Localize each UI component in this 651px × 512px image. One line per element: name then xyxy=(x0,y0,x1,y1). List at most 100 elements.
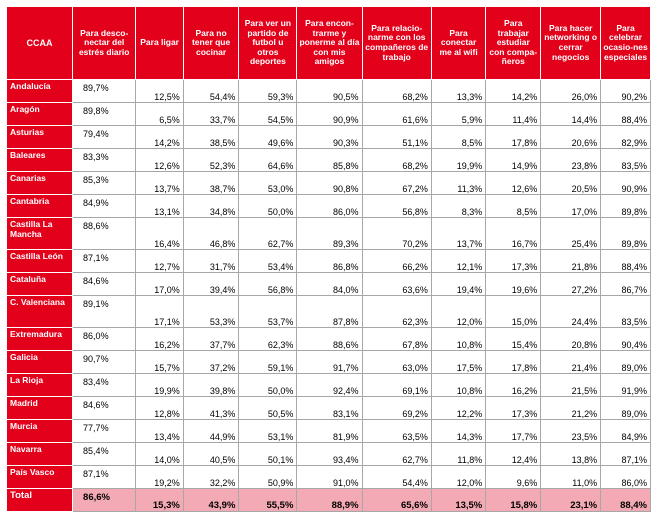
value-cell: 89,8% xyxy=(600,194,651,218)
column-header: Para encon-trarme y ponerme al día con m… xyxy=(296,6,363,80)
region-label: Extremadura xyxy=(5,327,74,351)
column-header: Para trabajar estudiar con compa-ñeros xyxy=(485,6,542,80)
value-cell: 17,3% xyxy=(485,396,542,420)
value-cell: 12,8% xyxy=(135,396,184,420)
value-cell: 83,1% xyxy=(296,396,363,420)
value-cell: 65,6% xyxy=(361,488,432,512)
value-cell: 15,8% xyxy=(485,488,542,512)
value-cell: 37,7% xyxy=(182,327,240,351)
column-header: Para hacer networking o cerrar negocios xyxy=(540,6,602,80)
value-cell: 34,8% xyxy=(182,194,240,218)
value-cell: 15,4% xyxy=(485,327,542,351)
value-cell: 43,9% xyxy=(182,488,240,512)
value-cell: 20,8% xyxy=(540,327,602,351)
value-cell: 19,6% xyxy=(485,272,542,296)
value-cell: 20,6% xyxy=(540,125,602,149)
value-cell: 63,0% xyxy=(361,350,432,374)
value-cell: 5,9% xyxy=(430,102,487,126)
value-cell: 13,7% xyxy=(430,217,487,250)
value-cell: 79,4% xyxy=(72,125,137,149)
value-cell: 67,8% xyxy=(361,327,432,351)
value-cell: 85,8% xyxy=(296,148,363,172)
value-cell: 62,3% xyxy=(238,327,298,351)
value-cell: 21,5% xyxy=(540,373,602,397)
region-label: Total xyxy=(5,488,74,512)
value-cell: 85,3% xyxy=(72,171,137,195)
region-label: Castilla León xyxy=(5,249,74,273)
value-cell: 92,4% xyxy=(296,373,363,397)
table-row: Cantabria 84,9% 13,1% 34,8% 50,0% 86,0% 56,8% 8… xyxy=(5,194,651,218)
value-cell: 91,0% xyxy=(296,465,363,489)
value-cell: 49,6% xyxy=(238,125,298,149)
region-label: Aragón xyxy=(5,102,74,126)
value-cell: 21,2% xyxy=(540,396,602,420)
value-cell: 90,8% xyxy=(296,171,363,195)
value-cell: 40,5% xyxy=(182,442,240,466)
value-cell: 13,1% xyxy=(135,194,184,218)
region-label: Castilla La Mancha xyxy=(5,217,74,250)
value-cell: 90,5% xyxy=(296,79,363,103)
value-cell: 14,9% xyxy=(485,148,542,172)
survey-table: CCAA Para desco-nectar del estrés diario… xyxy=(5,6,651,512)
value-cell: 8,5% xyxy=(430,125,487,149)
value-cell: 16,7% xyxy=(485,217,542,250)
value-cell: 87,1% xyxy=(72,465,137,489)
table-row: Andalucía 89,7% 12,5% 54,4% 59,3% 90,5% 68,2% 1… xyxy=(5,79,651,103)
value-cell: 89,7% xyxy=(72,79,137,103)
value-cell: 90,7% xyxy=(72,350,137,374)
value-cell: 50,9% xyxy=(238,465,298,489)
value-cell: 53,1% xyxy=(238,419,298,443)
value-cell: 91,9% xyxy=(600,373,651,397)
value-cell: 13,4% xyxy=(135,419,184,443)
value-cell: 61,6% xyxy=(361,102,432,126)
value-cell: 90,2% xyxy=(600,79,651,103)
value-cell: 39,8% xyxy=(182,373,240,397)
value-cell: 87,1% xyxy=(72,249,137,273)
value-cell: 16,4% xyxy=(135,217,184,250)
value-cell: 17,7% xyxy=(485,419,542,443)
value-cell: 89,0% xyxy=(600,350,651,374)
value-cell: 54,4% xyxy=(182,79,240,103)
value-cell: 8,3% xyxy=(430,194,487,218)
value-cell: 11,0% xyxy=(540,465,602,489)
value-cell: 93,4% xyxy=(296,442,363,466)
value-cell: 15,7% xyxy=(135,350,184,374)
value-cell: 63,6% xyxy=(361,272,432,296)
value-cell: 17,0% xyxy=(135,272,184,296)
value-cell: 37,2% xyxy=(182,350,240,374)
value-cell: 86,6% xyxy=(72,488,137,512)
value-cell: 26,0% xyxy=(540,79,602,103)
value-cell: 41,3% xyxy=(182,396,240,420)
value-cell: 17,8% xyxy=(485,125,542,149)
table-row: Galicia 90,7% 15,7% 37,2% 59,1% 91,7% 63,0% 17,… xyxy=(5,350,651,374)
value-cell: 33,7% xyxy=(182,102,240,126)
value-cell: 84,6% xyxy=(72,396,137,420)
value-cell: 50,5% xyxy=(238,396,298,420)
value-cell: 21,4% xyxy=(540,350,602,374)
value-cell: 10,8% xyxy=(430,373,487,397)
value-cell: 88,6% xyxy=(296,327,363,351)
column-header: Para relacio-narme con los compañeros de… xyxy=(361,6,432,80)
value-cell: 69,2% xyxy=(361,396,432,420)
value-cell: 89,0% xyxy=(600,396,651,420)
column-header: Para desco-nectar del estrés diario xyxy=(72,6,137,80)
table-row: Castilla León 87,1% 12,7% 31,7% 53,4% 86,8% 66… xyxy=(5,249,651,273)
value-cell: 86,7% xyxy=(600,272,651,296)
column-header: Para celebrar ocasio-nes especiales xyxy=(600,6,651,80)
value-cell: 87,1% xyxy=(600,442,651,466)
value-cell: 11,3% xyxy=(430,171,487,195)
value-cell: 13,8% xyxy=(540,442,602,466)
region-label: Andalucía xyxy=(5,79,74,103)
region-label: Baleares xyxy=(5,148,74,172)
value-cell: 53,7% xyxy=(238,295,298,328)
value-cell: 68,2% xyxy=(361,79,432,103)
value-cell: 62,3% xyxy=(361,295,432,328)
value-cell: 50,1% xyxy=(238,442,298,466)
value-cell: 14,3% xyxy=(430,419,487,443)
value-cell: 66,2% xyxy=(361,249,432,273)
value-cell: 14,2% xyxy=(135,125,184,149)
value-cell: 16,2% xyxy=(485,373,542,397)
column-header: Para ligar xyxy=(135,6,184,80)
value-cell: 89,1% xyxy=(72,295,137,328)
region-label: C. Valenciana xyxy=(5,295,74,328)
